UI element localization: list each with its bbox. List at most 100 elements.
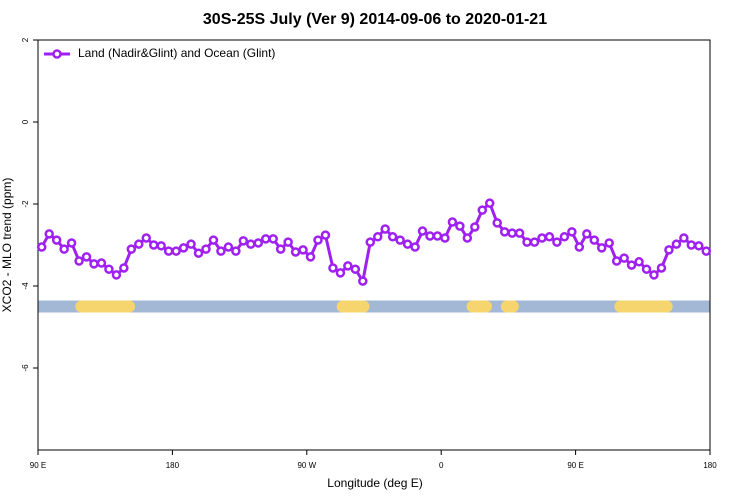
data-point — [119, 263, 129, 273]
data-point — [178, 243, 189, 253]
data-point — [126, 244, 137, 254]
data-point — [447, 217, 458, 227]
data-point — [387, 232, 398, 242]
data-point — [148, 240, 159, 250]
data-point — [343, 261, 353, 271]
data-point — [298, 245, 308, 255]
data-point — [559, 232, 570, 242]
data-point — [216, 246, 226, 256]
x-tick-label: 180 — [703, 461, 717, 470]
data-point — [320, 230, 331, 240]
data-point — [499, 227, 510, 237]
data-point — [81, 252, 92, 262]
data-point — [604, 238, 614, 248]
y-tick-label: -4 — [21, 282, 30, 290]
data-point — [417, 226, 428, 236]
data-point — [552, 237, 562, 247]
data-point — [544, 232, 555, 242]
data-point — [529, 237, 540, 247]
x-tick-label: 0 — [439, 461, 444, 470]
data-point — [484, 198, 495, 208]
data-point — [171, 246, 181, 256]
data-point — [664, 245, 674, 255]
data-point — [507, 228, 517, 238]
data-point — [634, 257, 644, 267]
data-point — [440, 233, 450, 243]
data-point — [462, 233, 473, 243]
data-point — [111, 270, 122, 280]
data-point — [59, 244, 69, 254]
data-point — [305, 252, 316, 262]
data-point — [522, 237, 532, 247]
data-point — [51, 235, 62, 245]
data-point — [679, 233, 689, 243]
data-point — [402, 239, 413, 249]
data-point — [611, 256, 622, 266]
data-point — [656, 263, 667, 273]
data-point — [186, 239, 196, 249]
data-point — [74, 256, 84, 266]
y-tick-label: 0 — [21, 119, 30, 124]
data-point — [275, 244, 286, 254]
data-point — [626, 260, 637, 270]
data-point — [649, 270, 659, 280]
data-point — [141, 233, 152, 243]
data-point — [380, 224, 390, 234]
data-point — [260, 234, 271, 244]
data-point — [582, 229, 592, 239]
legend-label: Land (Nadir&Glint) and Ocean (Glint) — [78, 46, 275, 60]
x-tick-label: 180 — [166, 461, 180, 470]
data-point — [358, 276, 368, 286]
data-point — [96, 258, 107, 268]
data-point — [290, 247, 301, 257]
data-point — [455, 221, 465, 231]
data-point — [425, 231, 435, 241]
legend-marker — [52, 49, 62, 59]
data-point — [596, 243, 607, 253]
data-point — [470, 222, 480, 232]
x-tick-label: 90 W — [297, 461, 316, 470]
data-point — [238, 236, 249, 246]
data-point — [574, 242, 585, 252]
data-point — [365, 237, 376, 247]
data-point — [156, 241, 166, 251]
data-point — [671, 239, 682, 249]
data-point — [701, 246, 712, 256]
data-point — [313, 235, 323, 245]
data-point — [283, 237, 293, 247]
data-point — [104, 264, 114, 274]
data-point — [619, 253, 629, 263]
y-tick-label: 2 — [21, 37, 30, 42]
data-point — [335, 268, 346, 278]
data-point — [477, 205, 488, 215]
data-point — [44, 229, 54, 239]
data-point — [208, 235, 219, 245]
x-axis-label: Longitude (deg E) — [327, 476, 422, 490]
data-point — [537, 233, 547, 243]
data-point — [253, 238, 264, 248]
data-point — [492, 218, 502, 228]
data-point — [410, 242, 420, 252]
data-point — [134, 239, 144, 249]
x-tick-label: 90 E — [30, 461, 46, 470]
data-point — [395, 235, 405, 245]
data-point — [163, 246, 174, 256]
data-point — [589, 235, 600, 245]
data-point — [567, 227, 577, 237]
chart-title: 30S-25S July (Ver 9) 2014-09-06 to 2020-… — [203, 11, 547, 28]
data-point — [246, 239, 256, 249]
data-point — [223, 242, 234, 252]
data-point — [432, 231, 443, 241]
data-point — [66, 238, 77, 248]
data-point — [514, 228, 525, 238]
data-point — [231, 246, 241, 256]
data-point — [36, 242, 47, 252]
data-point — [694, 241, 704, 251]
y-tick-label: -6 — [21, 364, 30, 372]
y-axis-label: XCO2 - MLO trend (ppm) — [0, 178, 14, 313]
data-point — [686, 240, 697, 250]
data-point — [89, 259, 99, 269]
data-point — [328, 263, 338, 273]
y-tick-label: -2 — [21, 200, 30, 208]
